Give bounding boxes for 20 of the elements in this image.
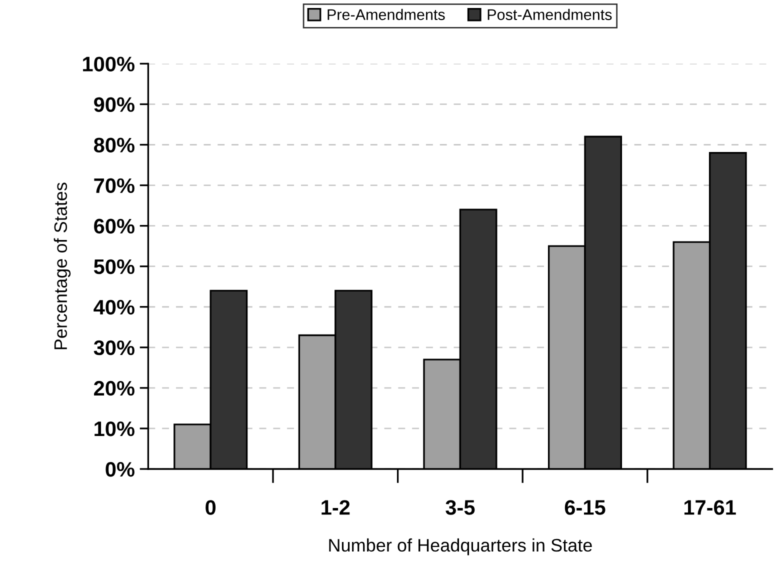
x-tick-label: 6-15: [564, 500, 606, 515]
legend-label: Pre-Amendments: [328, 8, 445, 20]
y-tick-label: 50%: [94, 259, 134, 274]
x-tick-label: 3-5: [446, 500, 475, 515]
y-tick-label: 80%: [94, 138, 134, 153]
y-axis-title: Percentage of States: [54, 182, 71, 350]
x-tick-label: 0: [206, 500, 216, 515]
y-tick-label: 90%: [94, 97, 134, 112]
y-tick-label: 30%: [94, 340, 134, 356]
y-tick-label: 100%: [83, 56, 134, 72]
y-tick-label: 70%: [94, 178, 134, 194]
y-tick-label: 60%: [94, 218, 134, 234]
y-tick-label: 10%: [94, 421, 134, 436]
legend-label: Post-Amendments: [488, 8, 612, 20]
y-tick-label: 40%: [94, 300, 134, 315]
x-tick-label: 1-2: [322, 500, 350, 515]
y-tick-label: 20%: [94, 380, 134, 396]
y-tick-label: 0%: [106, 462, 134, 477]
x-axis-title: Number of Headquarters in State: [329, 538, 592, 556]
x-tick-label: 17-61: [684, 500, 736, 515]
